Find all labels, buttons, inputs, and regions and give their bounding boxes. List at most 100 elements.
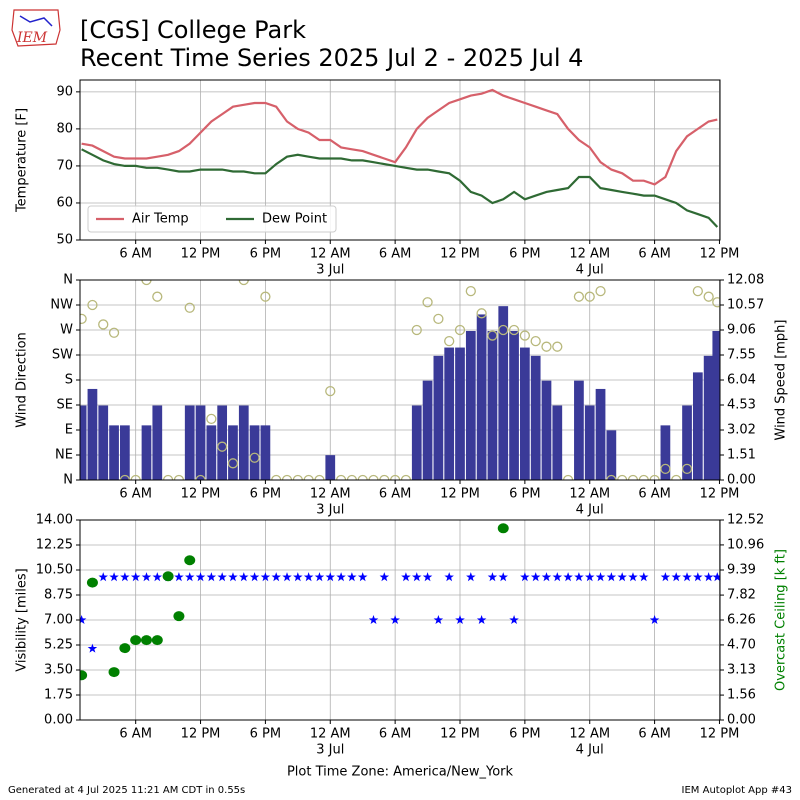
- y-tick-label: 60: [56, 195, 73, 210]
- legend-label: Air Temp: [132, 212, 189, 227]
- point: [498, 572, 508, 582]
- footer-left: Generated at 4 Jul 2025 11:21 AM CDT in …: [8, 785, 245, 796]
- line-series: [81, 88, 718, 186]
- point: [281, 474, 293, 480]
- bar: [228, 425, 238, 480]
- title-line-2: Recent Time Series 2025 Jul 2 - 2025 Jul…: [80, 44, 583, 72]
- x-tick-label: 6 AM: [379, 487, 412, 502]
- point: [86, 577, 98, 588]
- point: [444, 335, 455, 347]
- title-line-1: [CGS] College Park: [80, 16, 306, 44]
- point: [606, 572, 617, 582]
- y2-tick-label: 7.82: [727, 588, 756, 603]
- x-tick-label: 6 AM: [119, 487, 152, 502]
- legend: Air Temp Dew Point: [87, 205, 337, 233]
- point: [400, 474, 412, 480]
- bar: [152, 405, 163, 480]
- bar: [703, 355, 714, 480]
- point: [173, 611, 185, 622]
- point: [140, 635, 152, 646]
- point: [80, 313, 87, 325]
- point: [681, 463, 693, 475]
- point: [606, 474, 617, 480]
- bar: [411, 405, 422, 480]
- y-tick-label: N: [63, 473, 73, 488]
- point: [712, 572, 720, 582]
- x-tick-label: 6 PM: [509, 487, 540, 502]
- x-tick-label: 6 AM: [119, 247, 152, 262]
- bar: [206, 425, 217, 480]
- x-tick-label: 12 PM: [440, 247, 480, 262]
- x-tick-label: 6 PM: [250, 727, 281, 742]
- point: [595, 285, 606, 297]
- legend-label: Dew Point: [262, 212, 327, 227]
- y2-tick-label: 10.57: [727, 298, 764, 313]
- bar: [422, 380, 433, 480]
- y2-tick-label: 3.02: [727, 423, 756, 438]
- point: [466, 572, 476, 582]
- bar: [465, 330, 476, 480]
- x-tick-label: 12 AM: [310, 727, 351, 742]
- point: [119, 643, 131, 654]
- y2-tick-label: 4.53: [727, 398, 756, 413]
- point: [617, 474, 628, 480]
- point: [228, 572, 238, 582]
- y2-tick-label: 4.70: [727, 637, 756, 652]
- point: [519, 330, 531, 341]
- x-axis-label: Plot Time Zone: America/New_York: [287, 765, 514, 780]
- bar: [509, 330, 519, 480]
- plot-frame: [79, 519, 721, 721]
- plot-frame: [79, 279, 721, 481]
- y2-tick-label: 0.00: [727, 713, 756, 728]
- bar: [238, 405, 249, 480]
- y-tick-label: 80: [56, 121, 73, 136]
- y-tick-label: NE: [55, 448, 73, 463]
- x-date-label: 3 Jul: [316, 263, 344, 278]
- point: [109, 572, 119, 582]
- point: [195, 474, 206, 480]
- point: [487, 330, 498, 341]
- point: [98, 319, 109, 330]
- y-tick-label: 50: [56, 233, 73, 248]
- bar: [660, 425, 671, 480]
- point: [595, 572, 606, 582]
- point: [217, 572, 227, 582]
- panel: 6 AM 12 PM 6 PM 12 AM 6 AM 12 PM 6 PM 12 AM 6 AM…: [15, 79, 739, 278]
- plot-area: [80, 523, 720, 681]
- bar: [595, 388, 606, 480]
- x-date-label: 3 Jul: [316, 503, 344, 518]
- logo-text: IEM: [16, 30, 48, 46]
- y-tick-label: 0.00: [44, 713, 73, 728]
- point: [401, 572, 411, 582]
- point: [433, 313, 444, 325]
- y-tick-label: 70: [56, 158, 73, 173]
- point: [347, 572, 357, 582]
- y2-tick-label: 1.51: [727, 448, 756, 463]
- bar: [141, 425, 152, 480]
- x-tick-label: 6 PM: [250, 487, 281, 502]
- point: [151, 635, 163, 646]
- point: [379, 572, 390, 582]
- point: [552, 572, 563, 582]
- point: [476, 308, 487, 319]
- x-tick-label: 12 PM: [440, 487, 480, 502]
- bar: [541, 380, 552, 480]
- y2-axis-label: Wind Speed [mph]: [774, 320, 789, 441]
- point: [130, 474, 141, 480]
- point: [390, 615, 400, 624]
- point: [520, 572, 530, 582]
- point: [293, 572, 303, 582]
- point: [217, 441, 228, 452]
- footer-right: IEM Autoplot App #43: [682, 785, 792, 796]
- point: [639, 572, 649, 582]
- point: [573, 291, 585, 302]
- point: [465, 285, 476, 297]
- y-tick-label: NW: [50, 298, 73, 313]
- point: [108, 327, 120, 338]
- point: [185, 572, 195, 582]
- x-tick-label: 6 AM: [119, 727, 152, 742]
- x-tick-label: 6 AM: [638, 247, 671, 262]
- point: [238, 280, 249, 286]
- point: [206, 413, 217, 425]
- y-tick-label: 5.25: [44, 638, 73, 653]
